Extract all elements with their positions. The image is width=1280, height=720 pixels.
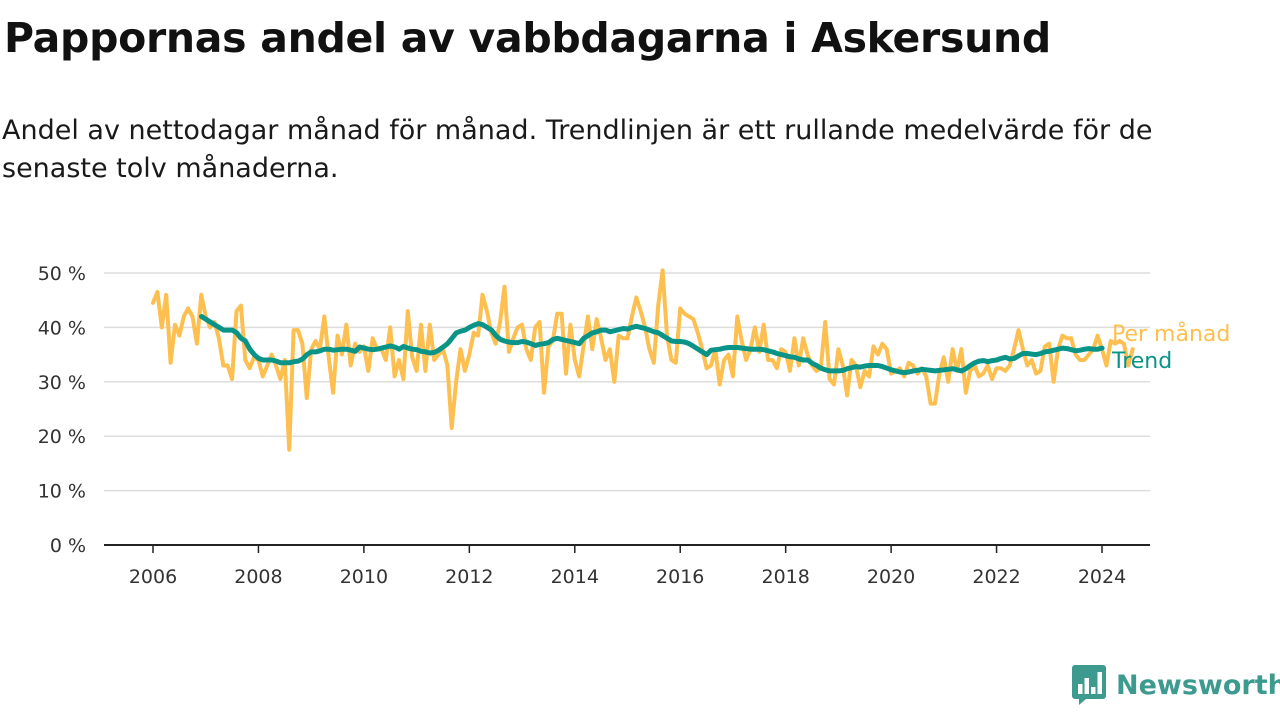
y-axis-ticks: 0 % 10 % 20 % 30 % 40 % 50 % (38, 263, 86, 557)
series-line-per-manad (151, 268, 1135, 452)
x-tick-label: 2012 (445, 566, 493, 588)
x-tick-label: 2010 (340, 566, 388, 588)
y-tick-label: 30 % (38, 372, 86, 394)
y-tick-label: 20 % (38, 426, 86, 448)
y-tick-label: 0 % (50, 535, 86, 557)
x-tick-label: 2006 (129, 566, 177, 588)
x-tick-label: 2022 (972, 566, 1020, 588)
y-tick-label: 50 % (38, 263, 86, 285)
brand-name: Newsworthy (1116, 669, 1280, 701)
page-subtitle: Andel av nettodagar månad för månad. Tre… (2, 115, 1153, 184)
x-tick-label: 2018 (761, 566, 809, 588)
x-tick-label: 2024 (1078, 566, 1126, 588)
grid-lines (104, 272, 1150, 492)
newsworthy-logo-icon (1072, 665, 1106, 705)
page-title: Pappornas andel av vabbdagarna i Askersu… (4, 14, 1051, 62)
y-tick-label: 40 % (38, 317, 86, 339)
x-tick-label: 2014 (551, 566, 599, 588)
legend-label-per-manad: Per månad (1112, 321, 1230, 347)
newsworthy-brand: Newsworthy (1072, 664, 1280, 706)
series-line-trend (199, 314, 1105, 376)
x-tick-label: 2008 (234, 566, 282, 588)
series-lines (151, 268, 1135, 452)
legend-label-trend: Trend (1111, 349, 1172, 374)
x-tick-label: 2020 (867, 566, 915, 588)
y-tick-label: 10 % (38, 481, 86, 503)
x-axis: 2006 2008 2010 2012 2014 2016 2018 2020 2022 2024 (104, 544, 1150, 588)
x-tick-label: 2016 (656, 566, 704, 588)
